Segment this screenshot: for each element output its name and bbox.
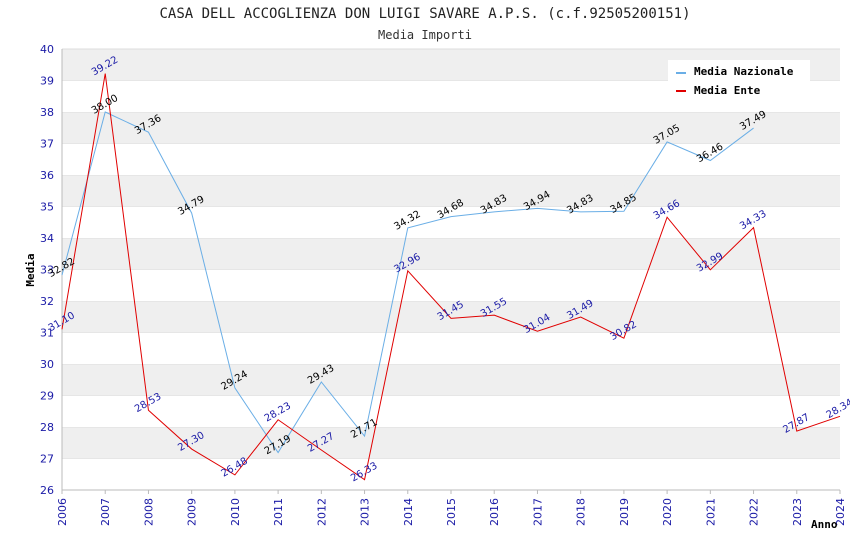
x-axis-label: Anno (811, 518, 838, 531)
grid-band (62, 364, 840, 396)
x-tick-label: 2013 (359, 498, 372, 526)
grid-band (62, 332, 840, 364)
y-tick-labels: 26 27 28 29 30 31 32 33 34 35 36 37 38 39 40 (40, 43, 54, 497)
y-tick-label: 26 (40, 484, 54, 497)
y-tick-label: 29 (40, 390, 54, 403)
grid-band (62, 143, 840, 175)
grid-band (62, 269, 840, 301)
x-tick-label: 2011 (272, 498, 285, 526)
grid-band (62, 301, 840, 333)
y-tick-label: 37 (40, 138, 54, 151)
series-line-media-nazionale (61, 111, 754, 454)
x-tick-label: 2019 (618, 498, 631, 526)
x-tick-label: 2024 (834, 498, 847, 526)
y-tick-label: 34 (40, 232, 54, 245)
y-tick-label: 27 (40, 453, 54, 466)
y-tick-label: 39 (40, 75, 54, 88)
x-tick-label: 2021 (704, 498, 717, 526)
x-tick-label: 2009 (186, 498, 199, 526)
legend-label-media-nazionale: Media Nazionale (694, 65, 794, 78)
x-tick-label: 2017 (531, 498, 544, 526)
series-lines (61, 73, 841, 481)
x-tick-label: 2020 (661, 498, 674, 526)
x-tick-label: 2015 (445, 498, 458, 526)
grid-bands (62, 48, 840, 490)
grid-band (62, 427, 840, 459)
grid-band (62, 175, 840, 207)
legend-label-media-ente: Media Ente (694, 84, 761, 97)
grid-band (62, 395, 840, 427)
chart-subtitle: Media Importi (378, 28, 472, 42)
y-tick-label: 28 (40, 421, 54, 434)
y-tick-label: 30 (40, 358, 54, 371)
chart-title: CASA DELL ACCOGLIENZA DON LUIGI SAVARE A… (159, 6, 690, 22)
y-tick-label: 40 (40, 43, 54, 56)
x-tick-labels: 2006 2007 2008 2009 2010 2011 2012 2013 2014 2015… (56, 490, 847, 526)
x-tick-label: 2018 (575, 498, 588, 526)
grid-band (62, 238, 840, 270)
legend: Media Nazionale Media Ente (668, 60, 810, 102)
x-tick-label: 2010 (229, 498, 242, 526)
y-tick-label: 38 (40, 106, 54, 119)
x-tick-label: 2023 (791, 498, 804, 526)
x-tick-label: 2007 (99, 498, 112, 526)
y-tick-label: 32 (40, 295, 54, 308)
x-tick-label: 2006 (56, 498, 69, 526)
y-tick-label: 31 (40, 327, 54, 340)
y-tick-label: 36 (40, 169, 54, 182)
x-tick-label: 2012 (315, 498, 328, 526)
grid-band (62, 458, 840, 490)
grid-band (62, 206, 840, 238)
y-tick-label: 33 (40, 264, 54, 277)
x-tick-label: 2016 (488, 498, 501, 526)
x-tick-label: 2008 (142, 498, 155, 526)
grid-band (62, 112, 840, 144)
legend-box (668, 60, 810, 102)
y-axis-label: Media (24, 253, 37, 286)
x-tick-label: 2014 (402, 498, 415, 526)
x-tick-label: 2022 (748, 498, 761, 526)
y-tick-label: 35 (40, 201, 54, 214)
series-line-media-ente (61, 73, 841, 481)
